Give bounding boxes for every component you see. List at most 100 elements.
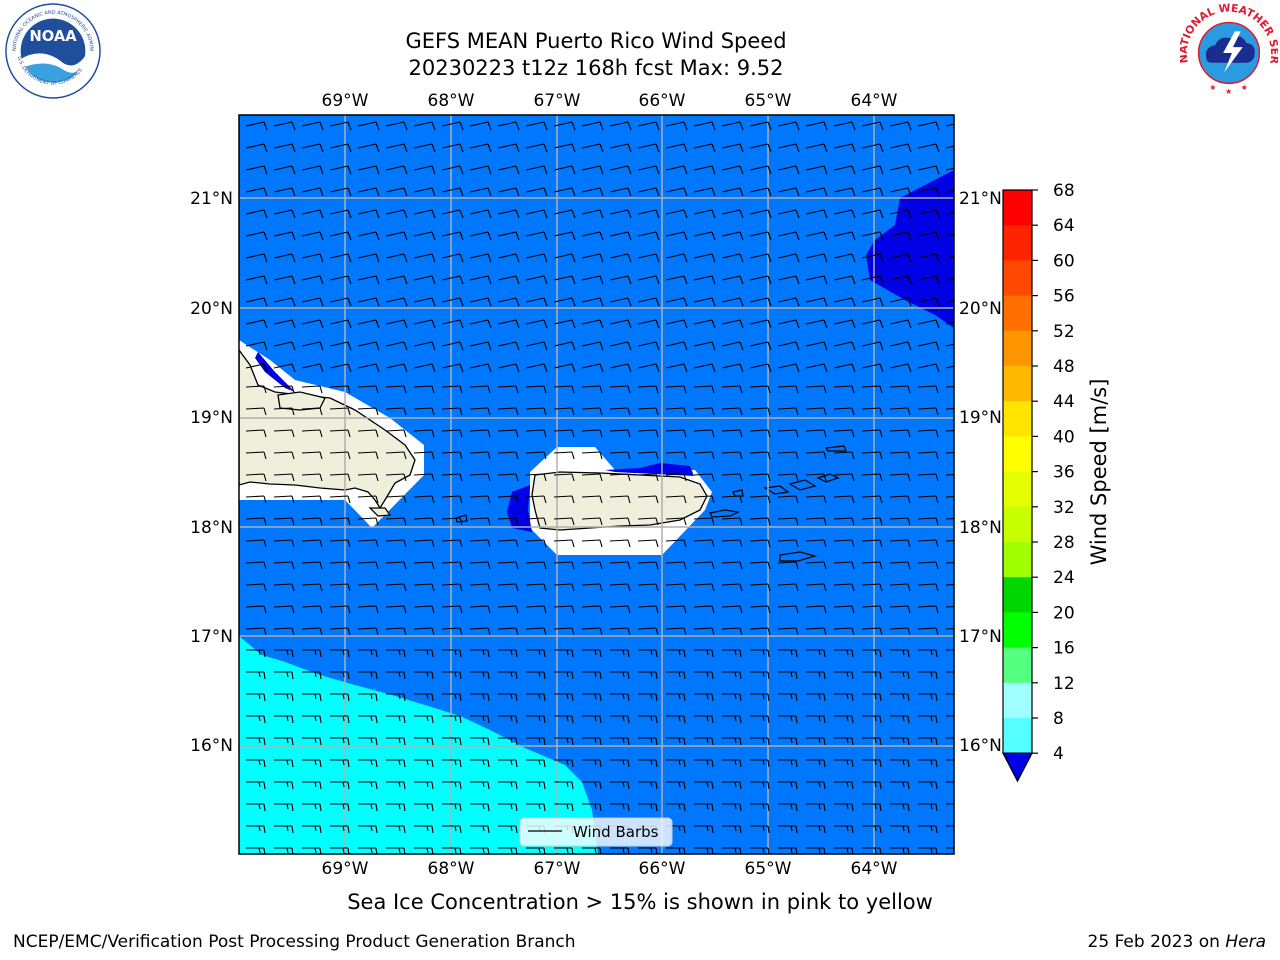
wind-barb [581, 451, 603, 460]
wind-barb [917, 187, 940, 197]
wind-barb [469, 385, 491, 394]
wind-barb [637, 517, 659, 526]
wind-barb [329, 319, 352, 329]
wind-barb [469, 363, 492, 373]
wind-barb [553, 297, 576, 307]
wind-barb [329, 209, 352, 219]
wind-barb [329, 253, 352, 263]
wind-barb [722, 759, 742, 768]
wind-barb [441, 495, 463, 504]
wind-barb [246, 693, 266, 702]
wind-barb [498, 781, 518, 790]
wind-barb [302, 781, 322, 790]
wind-barb [609, 275, 632, 285]
wind-barb [273, 583, 295, 592]
wind-barb [302, 649, 322, 658]
wind-barb [945, 628, 954, 630]
wind-barb [385, 517, 407, 526]
wind-barb [945, 386, 954, 388]
wind-barb [245, 605, 267, 614]
wind-barb [441, 275, 464, 285]
wind-barb [273, 209, 296, 219]
wind-barb [525, 231, 548, 241]
wind-barb [945, 343, 954, 347]
lat-label: 18°N [190, 518, 233, 538]
wind-barb [918, 693, 938, 702]
wind-barb [358, 715, 378, 724]
wind-barb [750, 715, 770, 724]
wind-barb [945, 496, 954, 498]
wind-barb [805, 165, 828, 175]
wind-barb [497, 583, 519, 592]
wind-barb [945, 430, 954, 432]
wind-barb [469, 165, 492, 175]
wind-barb [469, 341, 492, 351]
wind-barb [581, 363, 604, 373]
wind-barb [722, 781, 742, 790]
wind-barb [666, 649, 686, 658]
wind-barb [526, 693, 546, 702]
wind-barb [302, 737, 322, 746]
wind-barb [665, 319, 688, 329]
wind-barb [413, 517, 435, 526]
wind-barb [441, 385, 463, 394]
wind-barb [581, 319, 604, 329]
wind-barb [805, 275, 828, 285]
wind-barb [273, 297, 296, 307]
wind-barb [470, 671, 490, 680]
wind-barb [609, 297, 632, 307]
wind-barb [637, 209, 660, 219]
wind-barb [526, 649, 546, 658]
wind-barb [413, 297, 436, 307]
wind-barb [329, 605, 351, 614]
wind-barb [553, 407, 575, 416]
wind-barb [302, 759, 322, 768]
wind-barb [721, 143, 744, 153]
wind-barb [750, 737, 770, 746]
wind-barb [749, 363, 772, 373]
wind-barb [805, 297, 828, 307]
wind-barb [917, 121, 940, 131]
wind-barb [301, 209, 324, 219]
wind-barb [693, 583, 715, 592]
wind-barb [889, 429, 911, 438]
wind-barb [469, 605, 491, 614]
wind-barb [302, 693, 322, 702]
wind-barb [498, 649, 518, 658]
wind-barb [862, 737, 882, 746]
wind-barb [273, 539, 295, 548]
wind-barb [301, 187, 324, 197]
wind-barb [610, 737, 630, 746]
wind-barb [861, 539, 883, 548]
wind-barb [721, 341, 744, 351]
colorbar-tick-label: 64 [1053, 216, 1075, 236]
wind-barb [889, 143, 912, 153]
wind-barb [273, 605, 295, 614]
wind-barb [301, 429, 323, 438]
wind-barb [665, 187, 688, 197]
wind-barb [329, 187, 352, 197]
wind-barb [693, 605, 715, 614]
wind-barb [917, 253, 940, 263]
wind-barb [862, 825, 882, 834]
wind-barb [526, 781, 546, 790]
wind-barb [805, 209, 828, 219]
lon-label: 68°W [428, 91, 475, 111]
wind-barb [497, 429, 519, 438]
wind-barb [806, 737, 826, 746]
wind-barb [806, 781, 826, 790]
wind-barb [246, 737, 266, 746]
wind-barb [721, 495, 743, 504]
wind-barb [721, 517, 743, 526]
wind-barb [861, 627, 883, 636]
wind-barb [385, 561, 407, 570]
wind-barb [610, 803, 630, 812]
wind-barb [889, 385, 911, 394]
wind-barb [525, 363, 548, 373]
wind-barb [497, 385, 519, 394]
wind-barb [441, 429, 463, 438]
wind-barb [274, 759, 294, 768]
wind-barb [805, 407, 827, 416]
wind-barb [637, 297, 660, 307]
